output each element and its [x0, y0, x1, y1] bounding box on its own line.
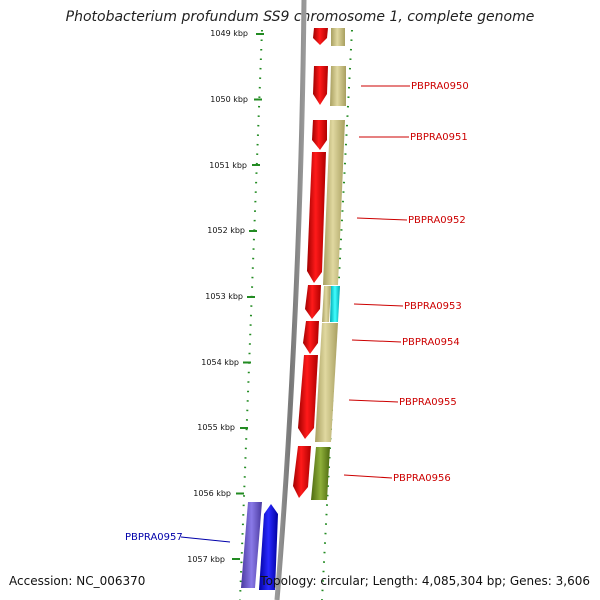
ruler-label: 1051 kbp — [209, 161, 247, 170]
ruler-label: 1057 kbp — [187, 555, 225, 564]
forward-strand-genes[interactable] — [293, 28, 328, 498]
ruler-ticks — [232, 33, 264, 560]
gene-arrow[interactable] — [313, 66, 328, 105]
gene-arrow[interactable] — [259, 504, 278, 590]
gene-label[interactable]: PBPRA0955 — [399, 397, 457, 408]
ruler-label: 1053 kbp — [205, 292, 243, 301]
gene-label[interactable]: PBPRA0957 — [125, 532, 183, 543]
cds-band[interactable] — [322, 286, 331, 322]
gene-label[interactable]: PBPRA0953 — [404, 301, 462, 312]
gene-arrow[interactable] — [298, 355, 318, 439]
genome-summary: Topology: circular; Length: 4,085,304 bp… — [260, 574, 590, 588]
accession-label: Accession: NC_006370 — [9, 574, 146, 588]
gene-label[interactable]: PBPRA0950 — [411, 81, 469, 92]
gene-arrow[interactable] — [307, 152, 326, 283]
genome-backbone — [274, 0, 307, 600]
cds-band[interactable] — [323, 120, 345, 285]
cds-band[interactable] — [315, 323, 338, 442]
reverse-strand-genes[interactable] — [241, 502, 278, 590]
gene-arrow[interactable] — [313, 28, 328, 45]
ruler-label: 1050 kbp — [210, 95, 248, 104]
ruler-label: 1055 kbp — [197, 423, 235, 432]
trna-band[interactable] — [330, 286, 340, 322]
label-connectors — [180, 85, 410, 543]
green-band[interactable] — [311, 447, 330, 500]
gene-label[interactable]: PBPRA0952 — [408, 215, 466, 226]
gene-label[interactable]: PBPRA0954 — [402, 337, 460, 348]
cds-band[interactable] — [331, 28, 345, 46]
gene-arrow[interactable] — [312, 120, 327, 150]
ruler-label: 1052 kbp — [207, 226, 245, 235]
gene-label[interactable]: PBPRA0956 — [393, 473, 451, 484]
map-title: Photobacterium profundum SS9 chromosome … — [65, 9, 535, 25]
gene-arrow[interactable] — [293, 446, 311, 498]
gene-label[interactable]: PBPRA0951 — [410, 132, 468, 143]
ruler-label: 1056 kbp — [193, 489, 231, 498]
inner-dotted-ring — [239, 29, 263, 600]
ruler-label: 1049 kbp — [210, 29, 248, 38]
reverse-feature-band[interactable] — [241, 502, 262, 588]
cds-band[interactable] — [330, 66, 346, 106]
feature-bands[interactable] — [311, 28, 346, 500]
gene-arrow[interactable] — [305, 285, 321, 319]
ruler-label: 1054 kbp — [201, 358, 239, 367]
gene-arrow[interactable] — [303, 321, 319, 354]
